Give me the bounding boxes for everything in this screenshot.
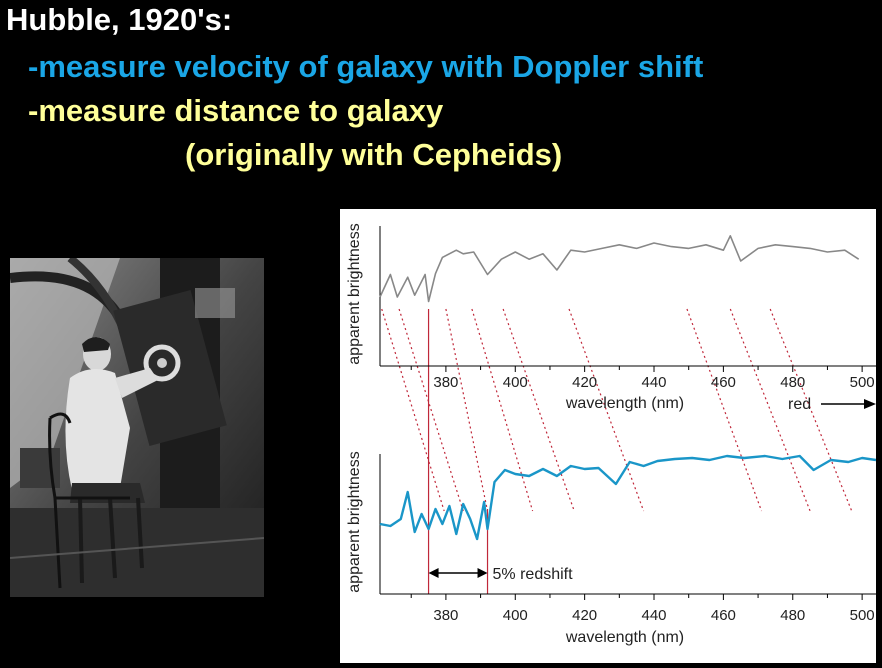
spectrum-line xyxy=(379,234,860,303)
photo-astronomer-at-telescope xyxy=(10,258,264,597)
figure-background xyxy=(340,209,876,663)
x-tick-label: 480 xyxy=(780,374,805,391)
x-axis-label: wavelength (nm) xyxy=(565,395,684,412)
x-tick-label: 380 xyxy=(433,607,458,624)
x-axis-label: wavelength (nm) xyxy=(565,629,684,646)
bullet-cepheids: (originally with Cepheids) xyxy=(185,137,563,172)
spectral-line-shift xyxy=(769,308,853,512)
spectral-line-shift xyxy=(729,308,811,512)
x-tick-label: 380 xyxy=(433,374,458,391)
spectral-line-shift xyxy=(502,308,575,512)
x-tick-label: 440 xyxy=(641,607,666,624)
y-axis-label: apparent brightness xyxy=(346,451,363,592)
spectral-line-shift xyxy=(398,308,464,512)
spectral-line-shift xyxy=(568,308,645,512)
spectrum-line xyxy=(379,454,876,541)
x-tick-label: 400 xyxy=(503,607,528,624)
spectral-line-shift xyxy=(445,308,489,512)
x-tick-label: 400 xyxy=(503,374,528,391)
x-tick-label: 480 xyxy=(780,607,805,624)
x-tick-label: 420 xyxy=(572,374,597,391)
bullet-distance: -measure distance to galaxy xyxy=(28,93,444,128)
slide-title: Hubble, 1920's: xyxy=(6,2,233,37)
redshift-arrow-head-right xyxy=(477,568,488,578)
bullet-doppler: -measure velocity of galaxy with Doppler… xyxy=(28,49,704,84)
spectra-figure: 380 400 420 440 460 480 500 wavelength (nm) appa… xyxy=(340,209,876,663)
annotation-redshift: 5% redshift xyxy=(493,566,574,583)
annotation-red: red xyxy=(788,396,811,413)
x-tick-label: 500 xyxy=(850,374,875,391)
x-tick-label: 500 xyxy=(850,607,875,624)
x-tick-label: 460 xyxy=(711,374,736,391)
spectral-line-shift xyxy=(381,308,445,512)
x-tick-label: 460 xyxy=(711,607,736,624)
redshift-arrow-head-left xyxy=(428,568,439,578)
x-tick-label: 440 xyxy=(641,374,666,391)
red-arrow-head xyxy=(864,399,876,409)
x-tick-label: 420 xyxy=(572,607,597,624)
spectral-line-shift xyxy=(471,308,534,512)
y-axis-label: apparent brightness xyxy=(346,223,363,364)
spectral-line-shift xyxy=(686,308,763,512)
